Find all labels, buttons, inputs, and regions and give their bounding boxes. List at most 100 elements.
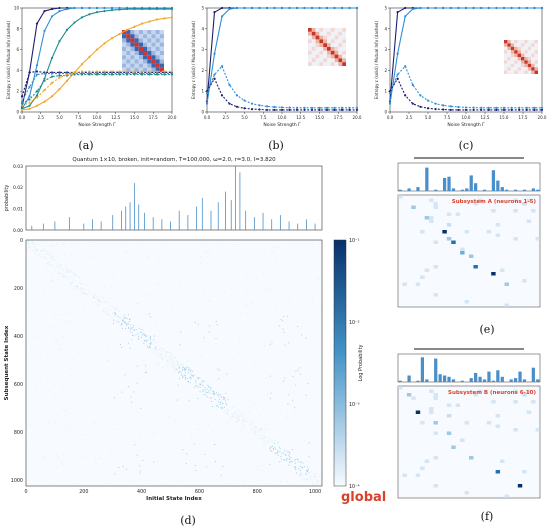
heatmap-cell — [243, 479, 245, 481]
heatmap-cell — [140, 328, 142, 330]
heatmap-cell — [114, 307, 116, 309]
heatmap-cell — [231, 369, 233, 371]
data-point — [533, 6, 536, 10]
heatmap-cell — [72, 272, 74, 274]
heatmap-cell — [233, 377, 235, 379]
data-point — [250, 102, 254, 105]
heatmap-cell — [236, 467, 238, 469]
heatmap-cell — [269, 446, 271, 448]
heatmap-cell — [67, 382, 69, 384]
heatmap-cell — [138, 327, 140, 329]
data-point — [426, 99, 430, 102]
heatmap-cell — [495, 424, 501, 428]
data-point — [355, 106, 359, 109]
heatmap-cell — [174, 419, 176, 421]
heatmap-cell — [54, 270, 56, 272]
heatmap-cell — [295, 240, 297, 242]
heatmap-cell — [113, 312, 115, 314]
heatmap-cell — [50, 257, 52, 259]
heatmap-cell — [283, 331, 285, 333]
heatmap-cell — [128, 480, 130, 482]
heatmap-cell — [464, 491, 469, 495]
heatmap-cell — [433, 456, 438, 460]
heatmap-cell — [115, 305, 117, 307]
heatmap-cell — [260, 434, 262, 436]
heatmap-cell — [298, 468, 300, 470]
heatmap-cell — [56, 341, 58, 343]
heatmap-cell — [73, 285, 75, 287]
inset-cell — [510, 70, 515, 74]
heatmap-cell — [111, 420, 113, 422]
inset-cell — [143, 55, 148, 60]
heatmap-cell — [248, 432, 250, 434]
heatmap-cell — [62, 243, 64, 245]
heatmap-cell — [255, 276, 257, 278]
inset-cell — [143, 67, 148, 72]
data-point — [95, 11, 99, 14]
heatmap-cell — [45, 270, 47, 272]
heatmap-cell — [133, 260, 135, 262]
heatmap-cell — [45, 257, 47, 259]
heatmap-cell — [37, 250, 39, 252]
heatmap-cell — [254, 433, 256, 435]
heatmap-cell — [265, 377, 267, 379]
x-tick-label: 20.0 — [353, 115, 362, 120]
data-point — [43, 89, 46, 92]
heatmap-cell — [491, 209, 496, 213]
heatmap-cell — [176, 359, 178, 361]
bar — [491, 170, 496, 191]
heatmap-cell — [288, 451, 290, 453]
heatmap-cell — [224, 406, 226, 408]
data-point — [118, 70, 121, 73]
inset-cell — [319, 58, 324, 63]
heatmap-cell — [102, 310, 104, 312]
heatmap-cell — [207, 262, 209, 264]
data-point — [411, 102, 414, 105]
heatmap-cell — [51, 256, 53, 258]
heatmap-cell — [156, 325, 158, 327]
heatmap-cell — [106, 483, 108, 485]
heatmap-cell — [166, 360, 168, 362]
heatmap-cell — [162, 256, 164, 258]
heatmap-cell — [124, 322, 126, 324]
heatmap-cell — [317, 481, 319, 483]
heatmap-cell — [202, 381, 204, 383]
heatmap-cell — [165, 352, 167, 354]
heatmap-cell — [504, 494, 509, 498]
heatmap-cell — [254, 362, 256, 364]
heatmap-cell — [95, 299, 97, 301]
heatmap-cell — [495, 414, 501, 418]
heatmap-cell — [298, 461, 300, 463]
data-point — [125, 28, 129, 31]
y-tick-label: 2 — [201, 68, 204, 73]
heatmap-cell — [245, 305, 247, 307]
heatmap-cell — [286, 415, 288, 417]
heatmap-cell — [68, 368, 70, 370]
heatmap-cell — [38, 254, 40, 256]
heatmap-cell — [135, 329, 137, 331]
inset-cell — [534, 57, 538, 61]
heatmap-cell — [75, 247, 77, 249]
inset-cell — [531, 57, 535, 61]
heatmap-cell — [61, 418, 63, 420]
heatmap-cell — [146, 345, 148, 347]
data-point — [213, 73, 216, 76]
heatmap-cell — [303, 478, 305, 480]
inset-cell — [334, 31, 339, 36]
heatmap-cell — [197, 386, 199, 388]
bar — [518, 371, 522, 382]
heatmap-cell — [146, 341, 148, 343]
heatmap-cell — [225, 392, 227, 394]
data-point — [310, 106, 314, 109]
heatmap-cell — [170, 353, 172, 355]
heatmap-cell — [86, 458, 88, 460]
heatmap-cell — [65, 276, 67, 278]
inset-cell — [521, 70, 525, 74]
heatmap-cell — [218, 369, 220, 371]
heatmap-cell — [69, 271, 71, 273]
heatmap-cell — [94, 461, 96, 463]
bar — [434, 358, 438, 382]
heatmap-cell — [160, 350, 162, 352]
inset-cell — [308, 62, 312, 66]
heatmap-cell — [184, 368, 186, 370]
